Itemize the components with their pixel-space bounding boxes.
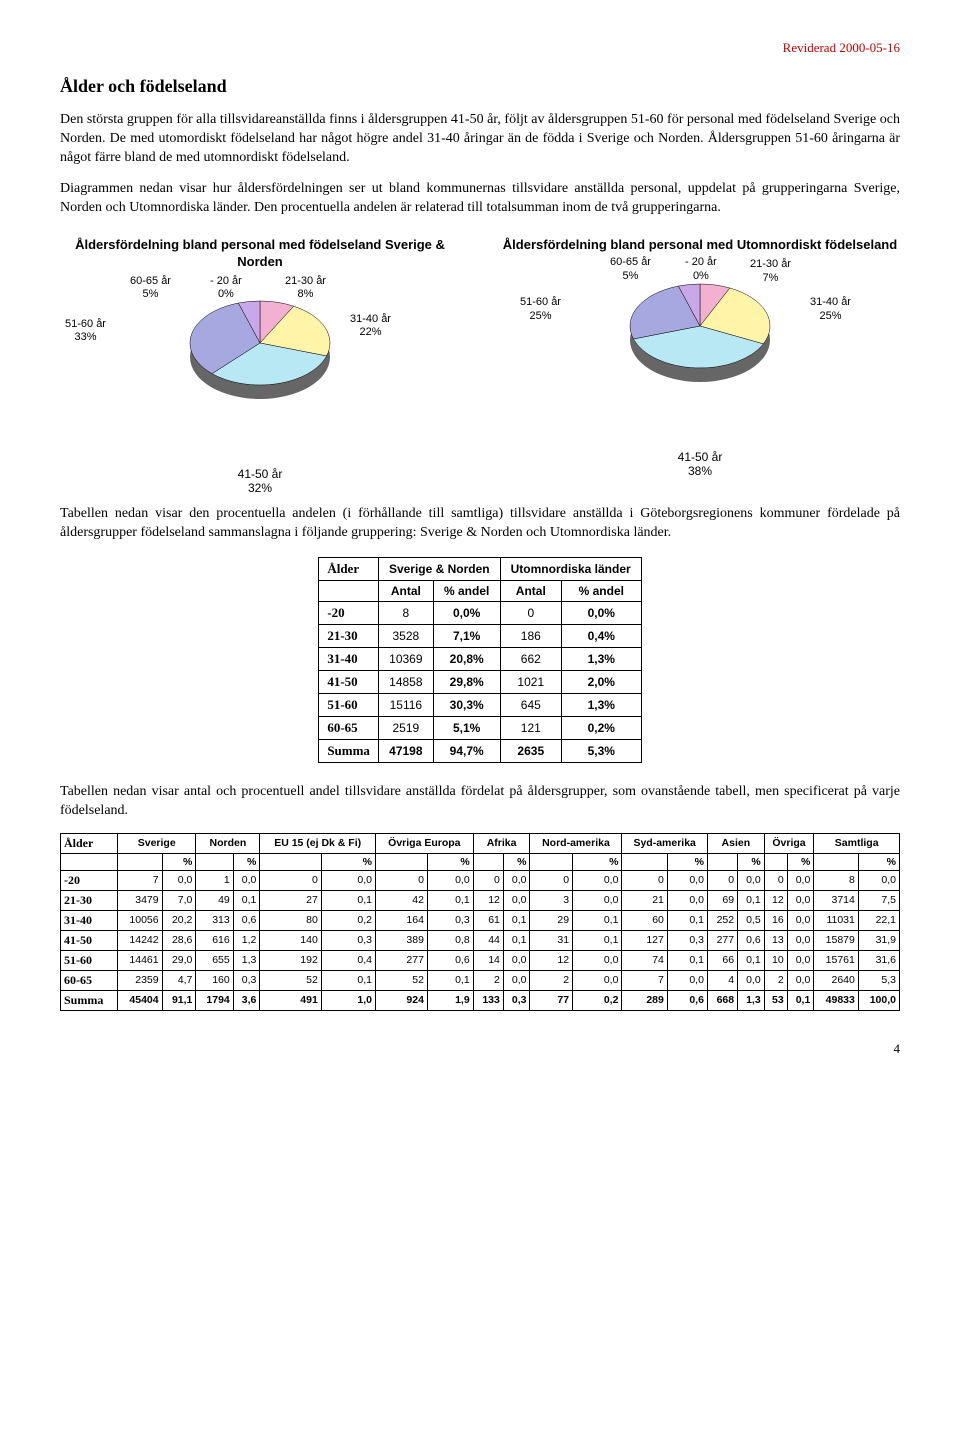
- pie-slice-label: 51-60 år25%: [520, 296, 561, 322]
- th-age: Ålder: [319, 558, 379, 581]
- table-row: 21-3035287,1%1860,4%: [319, 625, 641, 648]
- table-sum-row: Summa4719894,7%26355,3%: [319, 740, 641, 763]
- table-row: 51-601511630,3%6451,3%: [319, 694, 641, 717]
- th-andel: % andel: [433, 581, 500, 602]
- table-row: 60-6525195,1%1210,2%: [319, 717, 641, 740]
- table-row: 60-6523594,71600,3520,1520,120,020,070,0…: [61, 970, 900, 990]
- detail-table: ÅlderSverigeNordenEU 15 (ej Dk & Fi)Övri…: [60, 833, 900, 1011]
- paragraph-4: Tabellen nedan visar antal och procentue…: [60, 783, 900, 821]
- chart-2-title: Åldersfördelning bland personal med Utom…: [500, 237, 900, 254]
- pie-slice-label: 51-60 år33%: [65, 318, 106, 344]
- table-row: 51-601446129,06551,31920,42770,6140,0120…: [61, 950, 900, 970]
- table-row: -2080,0%00,0%: [319, 602, 641, 625]
- th: Nord-amerika: [530, 833, 622, 853]
- th: EU 15 (ej Dk & Fi): [260, 833, 376, 853]
- pie-slice-label: - 20 år0%: [210, 275, 242, 301]
- table-row: 31-401036920,8%6621,3%: [319, 648, 641, 671]
- summary-table: Ålder Sverige & Norden Utomnordiska länd…: [318, 557, 641, 763]
- chart-2-bottom-label: 41-50 år38%: [500, 450, 900, 478]
- table-row: 41-501485829,8%10212,0%: [319, 671, 641, 694]
- pie-slice-label: 60-65 år5%: [130, 275, 171, 301]
- th-antal: Antal: [500, 581, 561, 602]
- chart-1-title: Åldersfördelning bland personal med föde…: [60, 237, 460, 271]
- table-sum-row: Summa4540491,117943,64911,09241,91330,37…: [61, 990, 900, 1010]
- paragraph-2: Diagrammen nedan visar hur åldersfördeln…: [60, 180, 900, 218]
- th: Sverige: [118, 833, 196, 853]
- th: Samtliga: [814, 833, 900, 853]
- table-row: -2070,010,000,000,000,000,000,000,000,08…: [61, 870, 900, 890]
- th: Asien: [707, 833, 764, 853]
- pie-slice-label: 21-30 år8%: [285, 275, 326, 301]
- paragraph-3: Tabellen nedan visar den procentuella an…: [60, 505, 900, 543]
- revision-date: Reviderad 2000-05-16: [60, 40, 900, 56]
- charts-row: Åldersfördelning bland personal med föde…: [60, 237, 900, 495]
- pie-slice-label: 21-30 år7%: [750, 258, 791, 284]
- th: Ålder: [61, 833, 118, 853]
- th: Övriga: [764, 833, 814, 853]
- table-row: 41-501424228,66161,21400,33890,8440,1310…: [61, 930, 900, 950]
- th-antal: Antal: [378, 581, 433, 602]
- th: Övriga Europa: [376, 833, 474, 853]
- pie-slice-label: 31-40 år25%: [810, 296, 851, 322]
- th: Afrika: [473, 833, 530, 853]
- chart-1-bottom-label: 41-50 år32%: [60, 467, 460, 495]
- pie-slice-label: 31-40 år22%: [350, 313, 391, 339]
- paragraph-1: Den största gruppen för alla tillsvidare…: [60, 111, 900, 168]
- pie-slice-label: 60-65 år5%: [610, 256, 651, 282]
- chart-2: Åldersfördelning bland personal med Utom…: [500, 237, 900, 495]
- th-group2: Utomnordiska länder: [500, 558, 641, 581]
- table-pct-row: %%%%%%%%%%: [61, 853, 900, 870]
- th: Norden: [196, 833, 260, 853]
- chart-1: Åldersfördelning bland personal med föde…: [60, 237, 460, 495]
- th-group1: Sverige & Norden: [378, 558, 500, 581]
- table-row: 21-3034797,0490,1270,1420,1120,030,0210,…: [61, 890, 900, 910]
- page-title: Ålder och födelseland: [60, 76, 900, 97]
- table-row: 31-401005620,23130,6800,21640,3610,1290,…: [61, 910, 900, 930]
- table-header-row: ÅlderSverigeNordenEU 15 (ej Dk & Fi)Övri…: [61, 833, 900, 853]
- pie-slice-label: - 20 år0%: [685, 256, 717, 282]
- th: Syd-amerika: [622, 833, 708, 853]
- th-andel: % andel: [561, 581, 641, 602]
- page-number: 4: [60, 1041, 900, 1057]
